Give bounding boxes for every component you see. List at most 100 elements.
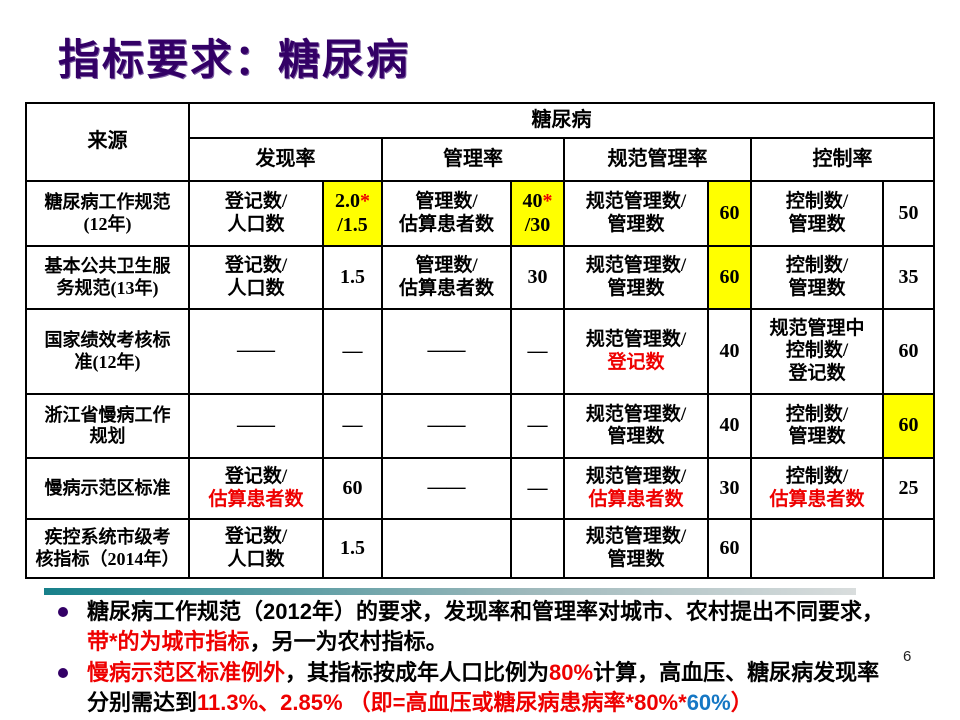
cell-line: 估算患者数: [398, 213, 494, 235]
text-segment: 计算，高血压、糖尿病发现率分别需达到: [87, 660, 880, 715]
row-4-standard-value: 30: [707, 457, 752, 520]
cell-line: 管理数/: [415, 191, 478, 213]
cell-line: 2.0*: [335, 189, 370, 212]
text-segment: 慢病示范区标准例外: [87, 660, 286, 685]
cell-line: 规范管理数/: [585, 526, 687, 548]
row-2-control-formula: 规范管理中 控制数/ 登记数: [750, 308, 884, 395]
divider-bar: [44, 588, 856, 595]
row-5-detect-value: 1.5: [322, 518, 383, 579]
table-row: 基本公共卫生服 务规范(13年) 登记数/ 人口数 1.5 管理数/ 估算患者数…: [25, 245, 935, 310]
row-0-control-formula: 控制数/ 管理数: [750, 180, 884, 247]
row-3-control-formula: 控制数/ 管理数: [750, 393, 884, 459]
row-1-manage-value: 30: [510, 245, 565, 310]
cell-line: 国家绩效考核标: [44, 330, 171, 351]
cell-line: 管理数: [607, 548, 665, 570]
row-5-manage-value: [510, 518, 565, 579]
bullet-icon: [58, 668, 68, 678]
cell-line: 控制数/: [785, 340, 849, 362]
cell-line: 人口数: [227, 277, 285, 299]
row-0-manage-value: 40* /30: [510, 180, 565, 247]
row-0-standard-value: 60: [707, 180, 752, 247]
row-2-manage-formula: ——: [381, 308, 512, 395]
cell-line: 管理数: [607, 426, 665, 447]
cell-line: 疾控系统市级考: [44, 527, 171, 548]
row-2-source: 国家绩效考核标 准(12年): [25, 308, 190, 395]
row-3-standard-formula: 规范管理数/ 管理数: [563, 393, 709, 459]
notes-list: 糖尿病工作规范（2012年）的要求，发现率和管理率对城市、农村提出不同要求， 带*…: [55, 597, 893, 719]
row-0-control-value: 50: [882, 180, 935, 247]
row-1-manage-formula: 管理数/ 估算患者数: [381, 245, 512, 310]
city-star: *: [542, 189, 553, 212]
text-segment: 60%: [686, 690, 731, 715]
row-5-standard-formula: 规范管理数/ 管理数: [563, 518, 709, 579]
cell-line: 管理数: [788, 277, 846, 299]
row-4-detect-value: 60: [322, 457, 383, 520]
bullet-icon: [58, 607, 68, 617]
row-0-standard-formula: 规范管理数/ 管理数: [563, 180, 709, 247]
text-segment: ，其指标按成年人口比例为: [285, 660, 550, 685]
row-0-detect-formula: 登记数/ 人口数: [188, 180, 324, 247]
table-row: 慢病示范区标准 登记数/ 估算患者数 60 —— — 规范管理数/ 估算患者数 …: [25, 457, 935, 520]
row-1-source: 基本公共卫生服 务规范(13年): [25, 245, 190, 310]
cell-line: 糖尿病工作规范: [44, 192, 171, 213]
row-1-control-value: 35: [882, 245, 935, 310]
row-2-detect-formula: ——: [188, 308, 324, 395]
cell-line: 核指标（2014年）: [35, 548, 180, 569]
cell-line: 登记数: [788, 362, 846, 384]
cell-line: 控制数/: [785, 255, 849, 277]
row-5-control-value: [882, 518, 935, 579]
cell-line: 控制数/: [785, 403, 849, 425]
text-segment: ）: [730, 690, 753, 715]
text-segment: 糖尿病工作规范（2012年）的要求，发现率和管理率对城市、农村提出不同要求，: [87, 599, 884, 624]
cell-line: 登记数/: [224, 191, 288, 213]
cell-line: 估算患者数: [398, 277, 494, 299]
cell-line: 管理数: [788, 426, 846, 447]
table-row: 国家绩效考核标 准(12年) —— — —— — 规范管理数/ 登记数 40 规…: [25, 308, 935, 395]
cell-line: 规范管理数/: [585, 466, 687, 488]
row-5-source: 疾控系统市级考 核指标（2014年）: [25, 518, 190, 579]
text-segment: 11.3%、2.85%: [197, 690, 343, 715]
row-1-standard-formula: 规范管理数/ 管理数: [563, 245, 709, 310]
cell-line: 规范管理中: [769, 317, 865, 339]
page-number: 6: [903, 648, 912, 665]
row-5-manage-formula: [381, 518, 512, 579]
row-5-control-formula: [750, 518, 884, 579]
page-title: 指标要求：糖尿病: [58, 36, 411, 83]
table-row: 糖尿病工作规范 (12年) 登记数/ 人口数 2.0* /1.5 管理数/ 估算…: [25, 180, 935, 247]
cell-line: /30: [524, 213, 551, 236]
text-segment: ，另一为农村指标。: [249, 629, 448, 654]
text-segment: （即=高血压或糖尿病患病率*80%*: [342, 690, 687, 715]
cell-line: 规范管理数/: [585, 329, 687, 351]
bullet-item: 慢病示范区标准例外，其指标按成年人口比例为80%计算，高血压、糖尿病发现率分别需…: [55, 658, 893, 718]
indicator-table: 来源 糖尿病 发现率 管理率 规范管理率 控制率 糖尿病工作规范 (12年) 登…: [25, 102, 935, 579]
header-standard-management-rate: 规范管理率: [563, 137, 752, 182]
bullet-text: 糖尿病工作规范（2012年）的要求，发现率和管理率对城市、农村提出不同要求， 带*…: [87, 597, 893, 657]
cell-line: 管理数/: [415, 255, 478, 277]
row-1-detect-formula: 登记数/ 人口数: [188, 245, 324, 310]
table-row: 疾控系统市级考 核指标（2014年） 登记数/ 人口数 1.5 规范管理数/ 管…: [25, 518, 935, 579]
row-4-detect-formula: 登记数/ 估算患者数: [188, 457, 324, 520]
row-2-detect-value: —: [322, 308, 383, 395]
row-3-manage-value: —: [510, 393, 565, 459]
row-2-standard-formula: 规范管理数/ 登记数: [563, 308, 709, 395]
row-1-detect-value: 1.5: [322, 245, 383, 310]
cell-line: 浙江省慢病工作: [44, 404, 171, 425]
row-4-control-value: 25: [882, 457, 935, 520]
cell-line: 40*: [522, 189, 553, 212]
cell-line: (12年): [83, 213, 132, 234]
cell-line: 登记数/: [224, 255, 288, 277]
row-2-standard-value: 40: [707, 308, 752, 395]
cell-line: 规划: [89, 426, 126, 446]
cell-line: 控制数/: [785, 466, 849, 488]
row-0-detect-value: 2.0* /1.5: [322, 180, 383, 247]
row-3-source: 浙江省慢病工作 规划: [25, 393, 190, 459]
bullet-item: 糖尿病工作规范（2012年）的要求，发现率和管理率对城市、农村提出不同要求， 带*…: [55, 597, 893, 657]
cell-line: 估算患者数: [588, 488, 684, 510]
row-2-manage-value: —: [510, 308, 565, 395]
cell-line: 人口数: [227, 213, 285, 235]
cell-line: 规范管理数/: [585, 403, 687, 425]
cell-line: 管理数: [788, 213, 846, 235]
table-row: 浙江省慢病工作 规划 —— — —— — 规范管理数/ 管理数 40 控制数/ …: [25, 393, 935, 459]
cell-line: 准(12年): [74, 351, 141, 372]
